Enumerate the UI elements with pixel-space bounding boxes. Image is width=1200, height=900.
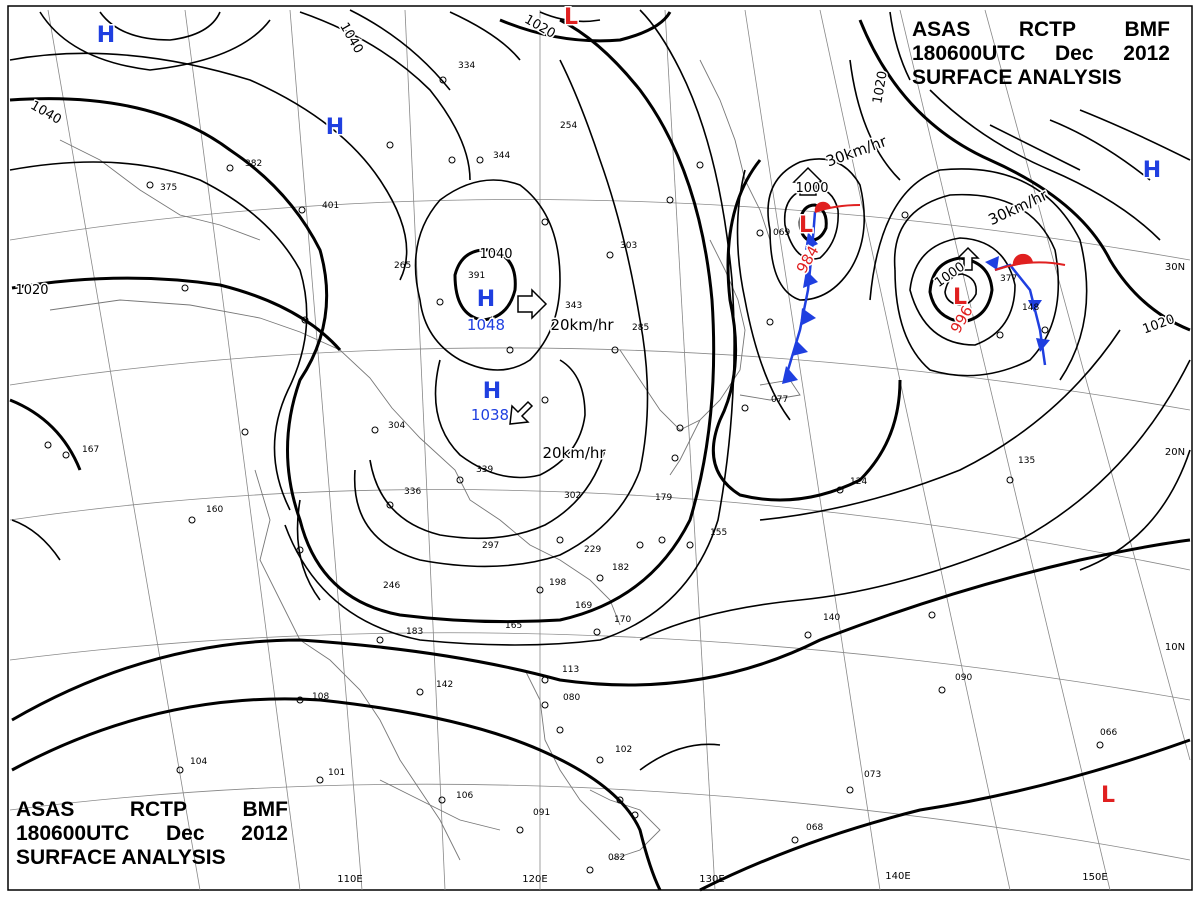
station-pressure-value: 113 xyxy=(562,665,579,675)
station-pressure-value: 068 xyxy=(806,823,823,833)
station-pressure-value: 382 xyxy=(245,159,262,169)
high-pressure-icon: H xyxy=(97,23,115,48)
station-pressure-value: 182 xyxy=(612,563,629,573)
source-code: BMF xyxy=(243,798,289,822)
source-code: BMF xyxy=(1125,18,1171,42)
product-name: SURFACE ANALYSIS xyxy=(16,846,226,869)
station-pressure-value: 104 xyxy=(190,757,207,767)
station-pressure-value: 334 xyxy=(458,61,475,71)
valid-year: 2012 xyxy=(241,822,288,846)
station-pressure-value: 344 xyxy=(493,151,510,161)
station-pressure-value: 102 xyxy=(615,745,632,755)
station-pressure-value: 297 xyxy=(482,541,499,551)
product-name: SURFACE ANALYSIS xyxy=(912,66,1122,89)
high-pressure-icon: H xyxy=(1143,158,1161,183)
station-pressure-value: 091 xyxy=(533,808,550,818)
station-pressure-value: 401 xyxy=(322,201,339,211)
motion-speed-label: 20km/hr xyxy=(542,444,606,462)
valid-time: 180600UTC xyxy=(912,42,1025,66)
longitude-label: 140E xyxy=(885,871,910,882)
station-pressure-value: 140 xyxy=(823,613,840,623)
latitude-label: 10N xyxy=(1165,642,1185,653)
station-pressure-value: 339 xyxy=(476,465,493,475)
station-pressure-value: 066 xyxy=(1100,728,1117,738)
station-pressure-value: 304 xyxy=(388,421,405,431)
station-pressure-value: 303 xyxy=(620,241,637,251)
agency-code: ASAS xyxy=(912,18,970,42)
valid-year: 2012 xyxy=(1123,42,1170,66)
station-pressure-value: 375 xyxy=(160,183,177,193)
station-pressure-value: 254 xyxy=(560,121,577,131)
latitude-label: 30N xyxy=(1165,262,1185,273)
station-pressure-value: 106 xyxy=(456,791,473,801)
station-pressure-value: 142 xyxy=(436,680,453,690)
station-pressure-value: 165 xyxy=(505,621,522,631)
station-pressure-value: 082 xyxy=(608,853,625,863)
station-pressure-value: 377 xyxy=(1000,274,1017,284)
station-code: RCTP xyxy=(1019,18,1076,42)
station-pressure-value: 302 xyxy=(564,491,581,501)
station-pressure-value: 155 xyxy=(710,528,727,538)
station-pressure-value: 080 xyxy=(563,693,580,703)
longitude-label: 150E xyxy=(1082,872,1107,883)
station-pressure-value: 391 xyxy=(468,271,485,281)
station-pressure-value: 167 xyxy=(82,445,99,455)
longitude-label: 120E xyxy=(522,874,547,885)
valid-month: Dec xyxy=(1055,42,1094,66)
station-pressure-value: 160 xyxy=(206,505,223,515)
high-pressure-icon: H xyxy=(326,115,344,140)
station-pressure-value: 169 xyxy=(575,601,592,611)
title-block-bottom: ASAS RCTP BMF 180600UTC Dec 2012 SURFACE… xyxy=(16,798,288,870)
station-pressure-value: 343 xyxy=(565,301,582,311)
high-pressure-icon: H xyxy=(477,287,495,312)
isobar-label: 1020 xyxy=(15,283,48,298)
low-pressure-icon: L xyxy=(1101,783,1115,808)
isobar-label: 1000 xyxy=(795,181,828,196)
longitude-label: 110E xyxy=(337,874,362,885)
station-pressure-value: 265 xyxy=(394,261,411,271)
station-pressure-value: 336 xyxy=(404,487,421,497)
isobar-label: 1040 xyxy=(479,247,512,262)
station-code: RCTP xyxy=(130,798,187,822)
station-pressure-value: 101 xyxy=(328,768,345,778)
station-pressure-value: 090 xyxy=(955,673,972,683)
station-pressure-value: 198 xyxy=(549,578,566,588)
low-pressure-icon: L xyxy=(564,5,578,30)
title-block-top: ASAS RCTP BMF 180600UTC Dec 2012 SURFACE… xyxy=(912,18,1170,90)
station-pressure-value: 135 xyxy=(1018,456,1035,466)
station-pressure-value: 077 xyxy=(771,395,788,405)
station-pressure-value: 069 xyxy=(773,228,790,238)
station-pressure-value: 229 xyxy=(584,545,601,555)
station-pressure-value: 073 xyxy=(864,770,881,780)
pressure-value: 1048 xyxy=(467,316,505,334)
station-pressure-value: 170 xyxy=(614,615,631,625)
pressure-value: 1038 xyxy=(471,406,509,424)
motion-speed-label: 20km/hr xyxy=(550,316,614,334)
station-pressure-value: 108 xyxy=(312,692,329,702)
longitude-label: 130E xyxy=(699,874,724,885)
station-pressure-value: 183 xyxy=(406,627,423,637)
station-pressure-value: 285 xyxy=(632,323,649,333)
low-pressure-icon: L xyxy=(799,213,813,238)
high-pressure-icon: H xyxy=(483,379,501,404)
agency-code: ASAS xyxy=(16,798,74,822)
station-pressure-value: 246 xyxy=(383,581,400,591)
latitude-label: 20N xyxy=(1165,447,1185,458)
station-pressure-value: 124 xyxy=(850,477,867,487)
station-pressure-value: 179 xyxy=(655,493,672,503)
valid-month: Dec xyxy=(166,822,205,846)
station-pressure-value: 148 xyxy=(1022,303,1039,313)
valid-time: 180600UTC xyxy=(16,822,129,846)
